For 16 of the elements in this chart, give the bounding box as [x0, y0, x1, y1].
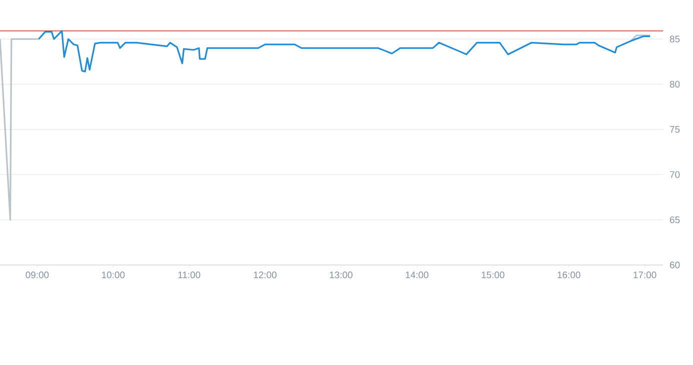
x-tick-label: 16:00 [558, 272, 580, 278]
y-tick-label: 80 [670, 80, 680, 88]
x-tick-label: 10:00 [102, 272, 125, 278]
y-tick-label: 75 [670, 126, 680, 133]
y-tick-label: 65 [670, 216, 680, 224]
x-tick-label: 09:00 [26, 272, 49, 278]
y-tick-label: 60 [670, 262, 680, 268]
y-tick-label: 85 [670, 36, 680, 42]
x-tick-label: 11:00 [178, 272, 200, 278]
x-tick-label: 14:00 [406, 272, 428, 278]
y-tick-label: 70 [670, 171, 680, 178]
x-tick-label: 15:00 [482, 272, 504, 278]
x-tick-label: 13:00 [330, 272, 352, 278]
x-tick-label: 17:00 [634, 272, 656, 278]
x-tick-label: 12:00 [254, 272, 277, 278]
line-series [38, 30, 651, 72]
